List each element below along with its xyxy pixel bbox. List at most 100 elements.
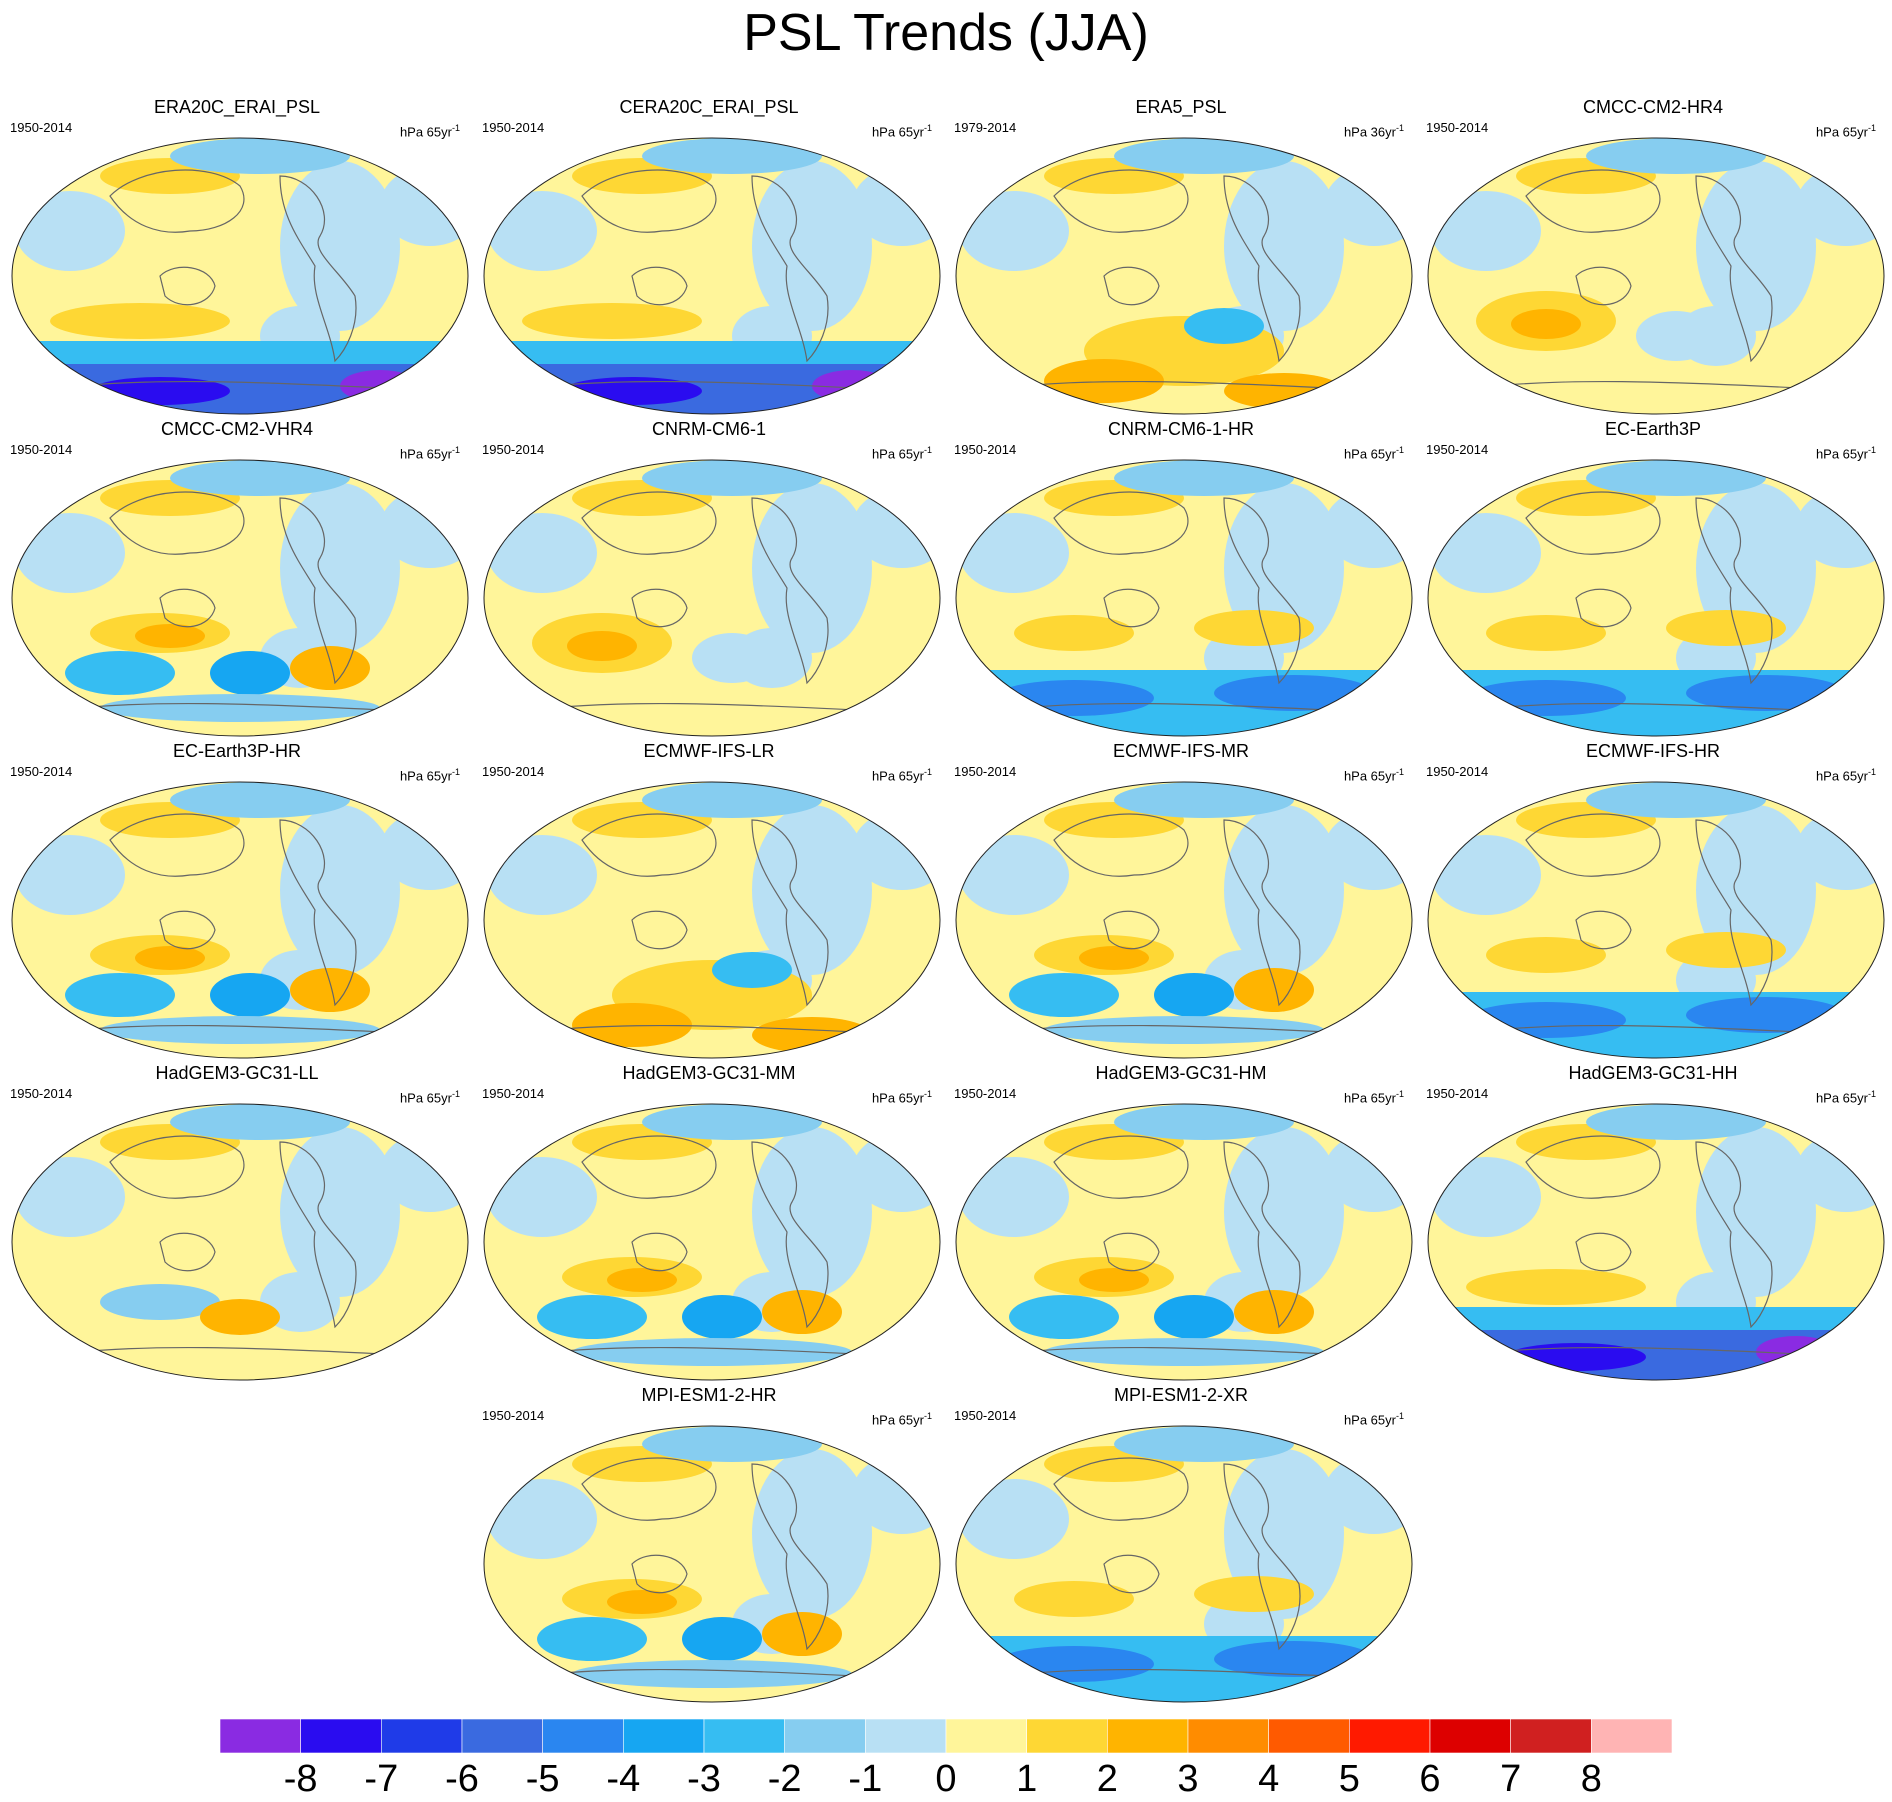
colorbar-tick-label: 8 (1580, 1758, 1602, 1800)
trend-contour (487, 835, 597, 915)
map-projection (11, 781, 469, 1059)
map-projection (483, 1103, 941, 1381)
trend-contour (567, 631, 637, 661)
trend-contour (1466, 680, 1626, 716)
trend-contour (572, 1003, 692, 1047)
panel-units: hPa 36yr-1 (1343, 123, 1404, 140)
coastline (1525, 1135, 1661, 1199)
globe-outline (11, 1103, 469, 1381)
trend-contour (280, 161, 400, 331)
globe-outline (955, 781, 1413, 1059)
map-panel: HadGEM3-GC31-HH 1950-2014 hPa 65yr-1 (1418, 1062, 1888, 1381)
colorbar-swatch (703, 1719, 785, 1753)
trend-contour (1586, 1104, 1766, 1140)
colorbar-swatch (1349, 1719, 1431, 1753)
panel-period: 1950-2014 (954, 1086, 1017, 1101)
globe-outline (1427, 1103, 1885, 1381)
colorbar-swatch (1268, 1719, 1350, 1753)
trend-contour (65, 651, 175, 695)
panel-units: hPa 65yr-1 (1815, 123, 1876, 140)
trend-contour (959, 835, 1069, 915)
trend-contour (1224, 373, 1344, 409)
panel-title: ECMWF-IFS-LR (643, 741, 775, 761)
trend-contour (100, 1284, 220, 1320)
panel-title: HadGEM3-GC31-HH (1568, 1063, 1738, 1083)
panel-period: 1950-2014 (10, 442, 73, 457)
globe-outline (11, 781, 469, 1059)
trend-contour (607, 1268, 677, 1292)
trend-contour (100, 1016, 380, 1044)
map-panel: CNRM-CM6-1 1950-2014 hPa 65yr-1 (474, 418, 944, 737)
trend-contour (280, 483, 400, 653)
coastline (159, 1232, 216, 1272)
map-projection (483, 1425, 941, 1703)
coastline (159, 588, 216, 628)
map-panel: MPI-ESM1-2-XR 1950-2014 hPa 65yr-1 (946, 1384, 1416, 1703)
panel-title: ECMWF-IFS-HR (1586, 741, 1720, 761)
coastline (1575, 588, 1632, 628)
panel-title: CMCC-CM2-VHR4 (161, 419, 313, 439)
map-panel: ECMWF-IFS-MR 1950-2014 hPa 65yr-1 (946, 740, 1416, 1059)
trend-contour (994, 1646, 1154, 1682)
trend-contour (752, 1127, 872, 1297)
map-panel: ERA20C_ERAI_PSL 1950-2014 hPa 65yr-1 (2, 96, 472, 415)
colorbar-swatch (1107, 1719, 1189, 1753)
coastline (1103, 1554, 1160, 1594)
map-panel: CERA20C_ERAI_PSL 1950-2014 hPa 65yr-1 (474, 96, 944, 415)
panel-title: CNRM-CM6-1-HR (1108, 419, 1254, 439)
map-projection (483, 781, 941, 1059)
trend-contour (1079, 1268, 1149, 1292)
map-panel: HadGEM3-GC31-HM 1950-2014 hPa 65yr-1 (946, 1062, 1416, 1381)
coastline (1103, 910, 1160, 950)
trend-contour (1044, 359, 1164, 403)
coastline (1223, 497, 1301, 685)
colorbar-tick-label: 0 (935, 1758, 957, 1800)
colorbar-tick-label: -7 (364, 1758, 399, 1800)
trend-contour (170, 782, 350, 818)
globe-outline (483, 459, 941, 737)
coastline (1525, 813, 1661, 877)
trend-contour (210, 973, 290, 1017)
colorbar-swatch (1510, 1719, 1592, 1753)
trend-contour (290, 968, 370, 1012)
panel-period: 1950-2014 (1426, 442, 1489, 457)
coastline (581, 1135, 717, 1199)
trend-contour (1194, 1576, 1314, 1612)
colorbar-tick-label: 3 (1177, 1758, 1199, 1800)
trend-contour (15, 191, 125, 271)
colorbar-tick-label: 7 (1500, 1758, 1522, 1800)
trend-contour (1114, 460, 1294, 496)
trend-contour (752, 483, 872, 653)
globe-outline (955, 459, 1413, 737)
coastline (1575, 266, 1632, 306)
panel-period: 1979-2014 (954, 120, 1017, 135)
map-panel: HadGEM3-GC31-MM 1950-2014 hPa 65yr-1 (474, 1062, 944, 1381)
globe-outline (483, 1103, 941, 1381)
map-projection (955, 1425, 1413, 1703)
map-panel: CNRM-CM6-1-HR 1950-2014 hPa 65yr-1 (946, 418, 1416, 737)
globe-outline (483, 781, 941, 1059)
trend-contour (762, 1612, 842, 1656)
trend-contour (135, 946, 205, 970)
colorbar-swatch (300, 1719, 382, 1753)
coastline (1103, 1232, 1160, 1272)
panel-units: hPa 65yr-1 (1343, 445, 1404, 462)
colorbar (220, 1719, 1672, 1753)
coastline (751, 1141, 829, 1329)
panel-title: HadGEM3-GC31-MM (622, 1063, 796, 1083)
panel-title: CMCC-CM2-HR4 (1583, 97, 1723, 117)
colorbar-tick-label: 2 (1096, 1758, 1118, 1800)
panel-period: 1950-2014 (10, 764, 73, 779)
trend-contour (752, 1017, 872, 1053)
panel-units: hPa 65yr-1 (871, 767, 932, 784)
panel-units: hPa 65yr-1 (871, 1411, 932, 1428)
trend-contour (1044, 1016, 1324, 1044)
globe-outline (11, 459, 469, 737)
colorbar-swatch (381, 1719, 463, 1753)
map-projection (483, 137, 941, 415)
panel-title: HadGEM3-GC31-LL (155, 1063, 319, 1083)
panel-units: hPa 65yr-1 (1343, 1089, 1404, 1106)
panel-title: MPI-ESM1-2-HR (641, 1385, 777, 1405)
trend-contour (1511, 309, 1581, 339)
map-panel: MPI-ESM1-2-HR 1950-2014 hPa 65yr-1 (474, 1384, 944, 1703)
